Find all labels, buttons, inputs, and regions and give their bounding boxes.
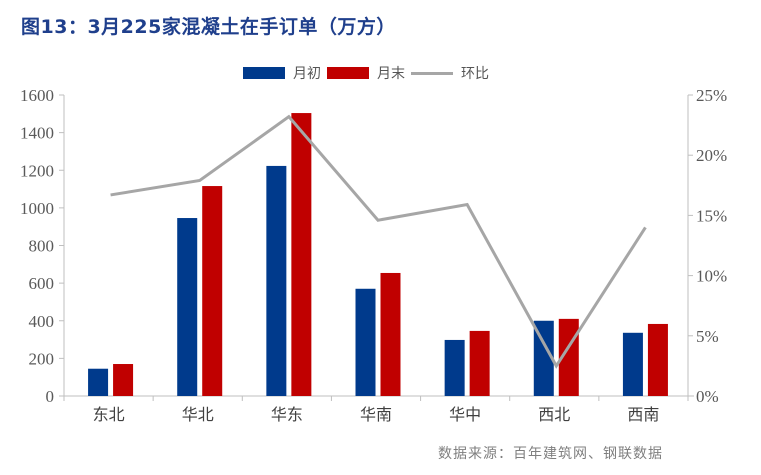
x-tick-label: 西北 — [538, 406, 570, 424]
y-tick-label-left: 1200 — [20, 161, 54, 180]
y-tick-label-left: 600 — [29, 274, 55, 293]
chart-title: 图13：3月225家混凝土在手订单（万方） — [21, 16, 396, 38]
y-tick-label-left: 400 — [29, 312, 55, 331]
y-tick-label-right: 10% — [696, 267, 727, 286]
y-tick-label-right: 15% — [696, 206, 727, 225]
legend-label-series2: 月末 — [377, 66, 405, 82]
bar-month-start — [355, 288, 376, 396]
bar-month-start — [88, 368, 109, 396]
x-tick-label: 华南 — [360, 406, 392, 424]
mom-change-line — [110, 114, 647, 369]
legend-label-series1: 月初 — [293, 66, 321, 82]
bar-month-start — [177, 218, 198, 396]
y-tick-label-left: 0 — [46, 387, 55, 406]
legend-label-series3: 环比 — [461, 66, 489, 82]
bar-month-end — [647, 323, 668, 396]
y-tick-label-right: 0% — [696, 387, 719, 406]
y-tick-label-right: 20% — [696, 146, 727, 165]
bar-month-end — [291, 113, 312, 396]
y-tick-label-left: 800 — [29, 237, 55, 256]
chart-legend: 月初 月末 环比 — [243, 63, 495, 83]
bar-month-end — [113, 364, 134, 396]
x-tick-label: 华中 — [449, 406, 481, 424]
bar-month-end — [202, 186, 223, 396]
x-tick-label: 华北 — [182, 406, 214, 424]
y-tick-label-left: 1000 — [20, 199, 54, 218]
x-tick-label: 西南 — [627, 406, 659, 424]
legend-swatch-line — [411, 71, 453, 75]
source-note: 数据来源：百年建筑网、钢联数据 — [438, 446, 663, 462]
legend-item-series1: 月初 — [243, 63, 321, 83]
bar-month-start — [266, 165, 287, 396]
legend-item-series2: 月末 — [327, 63, 405, 83]
x-tick-label: 华东 — [271, 406, 303, 424]
bar-month-start — [622, 332, 643, 396]
legend-swatch-red — [327, 67, 369, 79]
legend-item-series3: 环比 — [411, 63, 489, 83]
legend-swatch-blue — [243, 67, 285, 79]
bar-month-end — [469, 330, 490, 396]
y-tick-label-left: 1400 — [20, 124, 54, 143]
x-tick-label: 东北 — [93, 406, 125, 424]
y-tick-label-right: 5% — [696, 327, 719, 346]
bar-month-start — [533, 320, 554, 396]
bar-month-start — [444, 339, 465, 396]
bar-month-end — [380, 272, 401, 396]
y-tick-label-left: 1600 — [20, 86, 54, 105]
y-tick-label-left: 200 — [29, 349, 55, 368]
y-tick-label-right: 25% — [696, 86, 727, 105]
